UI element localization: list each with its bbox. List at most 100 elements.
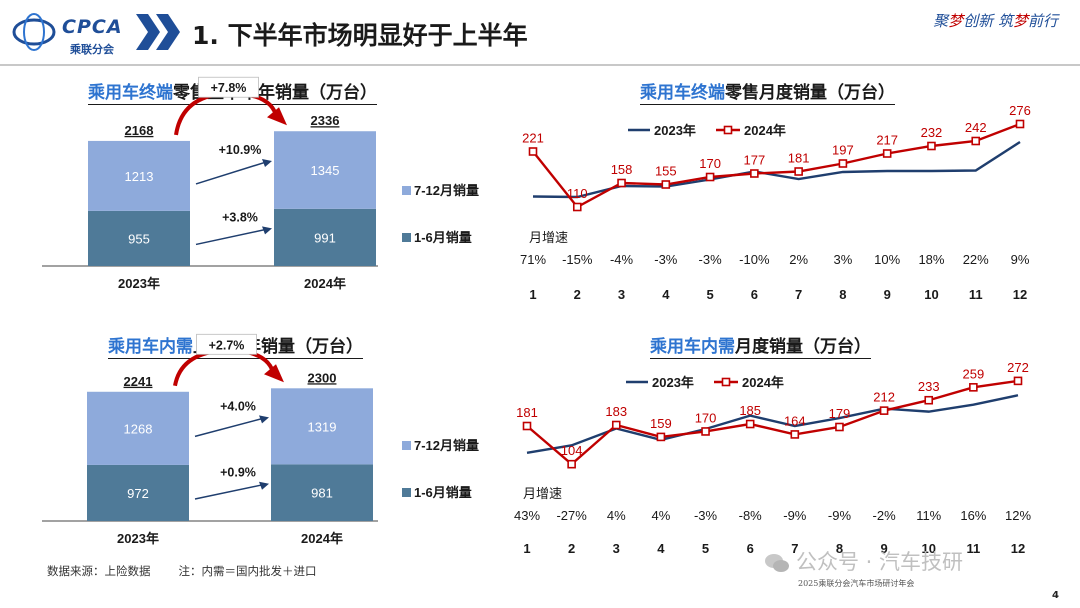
data-label: 259 xyxy=(963,366,985,381)
growth-value: 71% xyxy=(520,252,546,267)
legend-label: 7-12月销量 xyxy=(414,183,479,198)
growth-value: 3% xyxy=(834,252,853,267)
legend-label: 2024年 xyxy=(742,375,784,390)
x-tick-label: 11 xyxy=(969,287,983,302)
data-label: 272 xyxy=(1007,360,1029,375)
legend-label: 2023年 xyxy=(654,123,696,138)
legend-label: 1-6月销量 xyxy=(414,485,472,500)
growth-value: 4% xyxy=(607,508,626,523)
growth-arrow xyxy=(194,483,264,500)
x-tick-label: 6 xyxy=(747,541,754,556)
data-label: 104 xyxy=(561,443,583,458)
data-label: 181 xyxy=(516,405,538,420)
series-line-2024 xyxy=(526,379,1019,466)
data-point xyxy=(701,427,710,436)
bar-total-label: 2241 xyxy=(124,374,153,389)
growth-value: 10% xyxy=(874,252,900,267)
growth-label: +0.9% xyxy=(220,466,256,480)
bar-segment xyxy=(87,391,189,465)
x-tick-label: 2024年 xyxy=(304,276,346,291)
total-growth-label: +2.7% xyxy=(209,338,245,352)
legend-swatch xyxy=(402,233,411,242)
bar-total-label: 2168 xyxy=(125,123,154,138)
growth-value: 2% xyxy=(789,252,808,267)
legend-swatch xyxy=(402,186,411,195)
legend-swatch xyxy=(402,441,411,450)
data-label: 197 xyxy=(832,143,854,158)
data-label: 232 xyxy=(921,125,943,140)
bar-value-label: 981 xyxy=(311,486,333,501)
bar-value-label: 1213 xyxy=(125,169,154,184)
bar-total-label: 2300 xyxy=(308,370,337,385)
data-point xyxy=(1015,119,1025,129)
growth-label: +10.9% xyxy=(219,143,262,157)
x-tick-label: 5 xyxy=(706,287,713,302)
bar-segment xyxy=(271,388,373,465)
data-point xyxy=(572,202,582,212)
data-point xyxy=(656,432,666,442)
bar-segment xyxy=(88,210,190,266)
legend-label: 1-6月销量 xyxy=(414,230,472,245)
wechat-icon xyxy=(765,554,789,572)
data-point xyxy=(838,159,848,168)
data-point xyxy=(790,430,800,439)
page-title: 1. 下半年市场明显好于上半年 xyxy=(192,21,528,50)
growth-value: -3% xyxy=(699,252,723,267)
x-tick-label: 8 xyxy=(839,287,846,302)
growth-value: 43% xyxy=(514,508,540,523)
growth-value: -15% xyxy=(562,252,593,267)
chart-title-retail-monthly: 乘用车终端零售月度销量（万台） xyxy=(640,78,895,105)
data-label: 170 xyxy=(699,156,721,171)
x-tick-label: 9 xyxy=(884,287,891,302)
data-label: 110 xyxy=(567,186,588,201)
x-tick-label: 10 xyxy=(921,541,935,556)
growth-arrow xyxy=(195,228,267,246)
growth-value: -3% xyxy=(654,252,678,267)
source-note: 数据来源：上险数据 注：内需＝国内批发＋进口 xyxy=(47,564,317,578)
data-point xyxy=(1013,376,1023,386)
x-tick-label: 12 xyxy=(1013,287,1027,302)
growth-value: 4% xyxy=(652,508,671,523)
data-point xyxy=(661,180,671,189)
arrow-head-icon xyxy=(267,107,287,126)
header-divider xyxy=(0,64,1080,66)
growth-box xyxy=(196,333,257,355)
slogan: 聚梦创新 筑梦前行 xyxy=(933,12,1058,30)
data-label: 158 xyxy=(611,162,633,177)
series-line-2023 xyxy=(526,394,1019,454)
x-tick-label: 2 xyxy=(574,287,581,302)
x-tick-label: 2024年 xyxy=(301,531,343,546)
data-point xyxy=(705,172,715,182)
series-line-2024 xyxy=(532,122,1021,209)
x-tick-label: 2 xyxy=(568,541,575,556)
bar-value-label: 955 xyxy=(128,231,150,246)
x-tick-label: 7 xyxy=(795,287,802,302)
growth-label: +3.8% xyxy=(222,210,258,224)
data-label: 221 xyxy=(522,131,544,146)
logo-subtitle: 乘联分会 xyxy=(70,43,114,56)
x-tick-label: 9 xyxy=(880,541,887,556)
data-label: 181 xyxy=(788,151,810,166)
data-label: 185 xyxy=(739,403,761,418)
data-point xyxy=(522,421,532,431)
x-tick-label: 5 xyxy=(702,541,709,556)
data-point xyxy=(969,383,978,392)
data-point xyxy=(879,406,889,415)
arrow-head-icon xyxy=(259,415,269,424)
x-tick-label: 7 xyxy=(791,541,798,556)
bar-segment xyxy=(271,464,373,521)
chart-title-domestic-monthly: 乘用车内需月度销量（万台） xyxy=(650,332,871,359)
growth-value: -9% xyxy=(783,508,807,523)
legend-marker xyxy=(721,377,731,387)
data-point xyxy=(567,459,576,469)
globe-icon xyxy=(12,13,56,51)
x-tick-label: 4 xyxy=(662,287,670,302)
watermark: 公众号 · 汽车技研 xyxy=(796,550,964,574)
data-point xyxy=(971,136,981,146)
logo-text: CPCA xyxy=(62,16,123,38)
data-point xyxy=(924,395,934,405)
x-tick-label: 2023年 xyxy=(118,276,160,291)
data-point xyxy=(794,167,803,176)
arrow-head-icon xyxy=(262,226,272,235)
